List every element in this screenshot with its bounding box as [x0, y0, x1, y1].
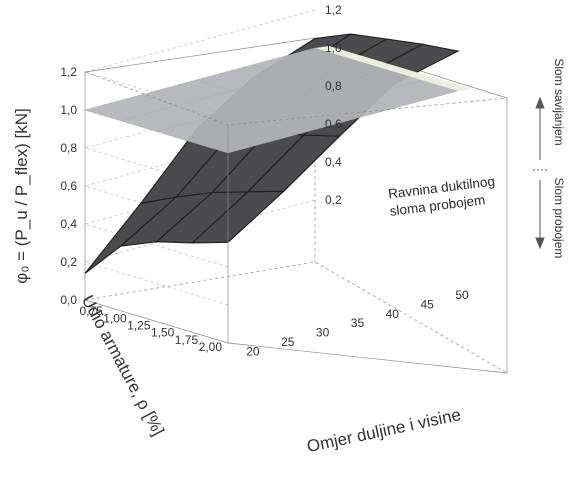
x-tick: 30 [316, 326, 330, 340]
right-z-tick: 1,0 [325, 41, 342, 55]
right-z-tick: 1,2 [325, 3, 342, 17]
z-tick-labels: 0,0 0,2 0,4 0,6 0,8 1,0 1,2 [60, 65, 77, 307]
arrow-up-head [535, 96, 545, 109]
z-tick: 0,8 [60, 141, 77, 155]
side-label-punching: Slom probojem [552, 178, 566, 259]
x-tick: 45 [420, 297, 434, 311]
y-tick: 1,25 [127, 319, 151, 333]
z-tick: 0,4 [60, 217, 77, 231]
right-z-tick-labels: 0,2 0,4 0,6 0,8 1,0 1,2 [325, 3, 342, 207]
side-label-bending: Slom savijanjem [552, 58, 566, 145]
y-tick: 1,50 [151, 326, 175, 340]
y-tick: 1,75 [175, 333, 199, 347]
surfaces [84, 33, 472, 274]
arrow-down-head [535, 237, 545, 250]
y-tick: 2,00 [199, 340, 223, 354]
box-bottom-back [84, 261, 508, 374]
z-tick: 1,2 [60, 65, 77, 79]
right-z-tick: 0,6 [325, 117, 342, 131]
x-tick: 40 [386, 307, 400, 321]
y-tick: 0,75 [79, 304, 103, 318]
x-axis-label: Omjer duljine i visine [305, 405, 462, 456]
right-z-tick: 0,2 [325, 193, 342, 207]
surface-plane [84, 46, 472, 154]
z-tick: 1,0 [60, 103, 77, 117]
x-tick: 25 [281, 335, 295, 349]
z-axis-label: φ₀ = (P_u / P_flex) [kN] [12, 108, 31, 283]
z-tick: 0,0 [60, 293, 77, 307]
y-tick-labels: 0,751,001,251,501,752,00 [79, 304, 222, 354]
z-tick: 0,6 [60, 179, 77, 193]
right-z-tick: 0,4 [325, 155, 342, 169]
right-z-tick: 0,8 [325, 79, 342, 93]
x-tick: 35 [351, 316, 365, 330]
box-front [84, 71, 508, 374]
plane-edge-band [315, 46, 472, 91]
x-tick-labels: 20 25 30 35 40 45 50 [246, 288, 469, 358]
box-bottom-front [84, 299, 508, 374]
y-tick: 1,00 [103, 311, 127, 325]
x-tick: 20 [246, 344, 260, 358]
z-tick: 0,2 [60, 255, 77, 269]
x-tick: 50 [455, 288, 469, 302]
side-arrows [533, 96, 547, 250]
